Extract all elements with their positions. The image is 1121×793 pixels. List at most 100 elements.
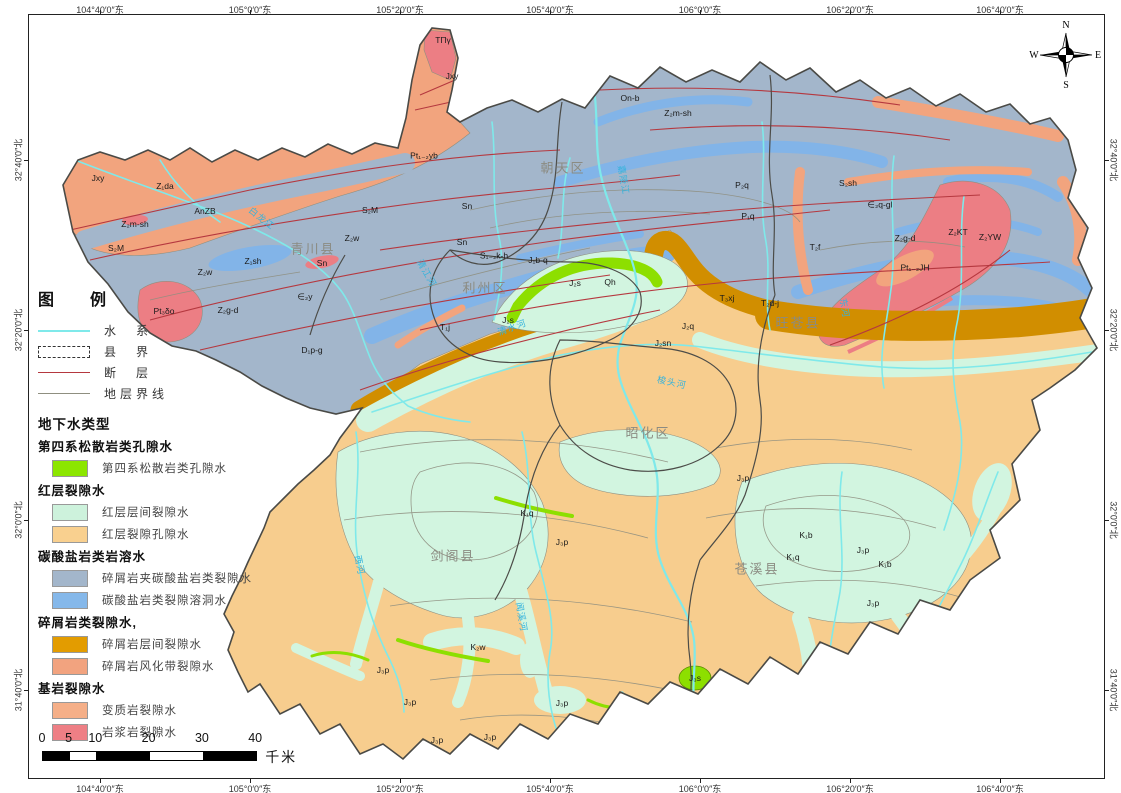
county-boundaries — [309, 74, 776, 731]
lon-label: 104°40′0″东 — [76, 784, 124, 793]
graticule-tick — [700, 779, 701, 783]
geologic-unit-label: J₃p — [866, 598, 880, 608]
legend-item: 第四系松散岩类孔隙水 — [38, 457, 290, 479]
lat-label: 32°0′0″北 — [13, 501, 24, 539]
geologic-unit-label: S₁₋₂k-h — [479, 250, 509, 261]
geologic-unit-label: T₃xj — [719, 293, 735, 303]
compass-n-label: N — [1062, 20, 1069, 31]
geologic-unit-label: Sn — [316, 258, 328, 268]
legend-item: 碎屑岩风化带裂隙水 — [38, 655, 290, 677]
legend-line-item: 县 界 — [38, 341, 290, 362]
legend-line-label: 县 界 — [104, 345, 153, 359]
geologic-unit-label: Pt₃δo — [153, 306, 175, 316]
scale-bar-segments — [42, 751, 258, 761]
graticule-tick — [1105, 160, 1109, 161]
geologic-unit-label: J₃p — [403, 697, 417, 707]
river-lines — [69, 66, 1093, 735]
lat-label: 32°20′0″北 — [13, 308, 24, 352]
scale-bar-number: 0 — [38, 731, 46, 745]
legend: 图 例 水 系县 界断 层地层界线 地下水类型 第四系松散岩类孔隙水 第四系松散岩… — [38, 286, 290, 743]
legend-item-label: 红层层间裂隙水 — [102, 507, 190, 519]
geologic-unit-label: J₂q — [681, 321, 695, 331]
geologic-unit-label: Z₂KT — [948, 227, 968, 237]
graticule-tick — [1000, 10, 1001, 14]
geologic-unit-label: T₁j — [440, 322, 450, 332]
scale-bar-segment — [202, 752, 257, 760]
graticule-tick — [24, 330, 28, 331]
scale-bar-unit: 千米 — [265, 749, 298, 765]
boundary-symbol — [38, 345, 90, 358]
geologic-unit-label: J₃p — [376, 665, 390, 675]
legend-item: 碎屑岩夹碳酸盐岩类裂隙水 — [38, 567, 290, 589]
lon-label: 106°40′0″东 — [976, 784, 1024, 793]
lat-label: 32°0′0″北 — [1108, 501, 1119, 539]
geologic-unit-label: ∈₂y — [297, 291, 313, 302]
graticule-tick — [100, 10, 101, 14]
legend-title: 图 例 — [38, 292, 117, 309]
geologic-unit-label: S₂sh — [839, 178, 857, 188]
scale-bar-number: 20 — [141, 731, 156, 745]
county-name-label: 昭化区 — [625, 425, 671, 441]
geologic-unit-label: K₁q — [786, 552, 800, 562]
graticule-tick — [100, 779, 101, 783]
geologic-unit-label: K₂w — [470, 642, 486, 652]
legend-item: 变质岩裂隙水 — [38, 699, 290, 721]
compass-w-label: W — [1029, 50, 1039, 61]
geologic-unit-label: D₁p-g — [301, 345, 323, 355]
scale-bar-number: 5 — [65, 731, 73, 745]
county-name-label: 剑阁县 — [430, 548, 476, 564]
graticule-tick — [24, 690, 28, 691]
graticule-tick — [850, 10, 851, 14]
graticule-tick — [1000, 779, 1001, 783]
legend-line-label: 水 系 — [104, 324, 153, 338]
geologic-unit-label: J₃p — [430, 735, 444, 745]
legend-color-swatch — [52, 503, 88, 521]
geologic-unit-label: K₁b — [878, 559, 892, 569]
geologic-unit-label: Z₂w — [197, 267, 213, 277]
lon-label: 105°20′0″东 — [376, 784, 424, 793]
legend-item: 岩浆岩裂隙水 — [38, 721, 290, 743]
geologic-unit-label: S₂M — [107, 243, 125, 253]
scale-bar-segment — [43, 752, 70, 760]
lon-label: 105°40′0″东 — [526, 784, 574, 793]
legend-group-heading: 基岩裂隙水 — [38, 682, 106, 696]
legend-color-swatch — [52, 459, 88, 477]
scale-bar-segment — [69, 752, 97, 760]
scale-bar-segment — [149, 752, 203, 760]
scale-bar-segment — [96, 752, 150, 760]
geologic-unit-label: Z₂YW — [978, 232, 1002, 242]
graticule-tick — [24, 160, 28, 161]
geologic-unit-label: Z₁sh — [244, 256, 262, 266]
county-name-label: 利州区 — [462, 280, 508, 296]
geologic-unit-label: J₃p — [555, 537, 569, 547]
lat-label: 31°40′0″北 — [13, 668, 24, 712]
lat-label: 32°20′0″北 — [1108, 308, 1119, 352]
geologic-unit-label: J₃p — [736, 473, 750, 483]
geologic-unit-label: J₃p — [483, 732, 497, 742]
graticule-tick — [1105, 520, 1109, 521]
graticule-tick — [550, 10, 551, 14]
geologic-unit-label: J₃p — [856, 545, 870, 555]
legend-group-heading: 红层裂隙水 — [38, 484, 106, 498]
geologic-unit-label: J₃s — [689, 673, 701, 683]
groundwater-types-title: 地下水类型 — [38, 417, 111, 432]
graticule-tick — [550, 779, 551, 783]
study-area-outline — [62, 27, 1098, 761]
lat-label: 32°40′0″北 — [13, 138, 24, 182]
county-name-label: 青川县 — [290, 241, 336, 257]
legend-color-swatch — [52, 569, 88, 587]
fault-lines — [69, 79, 1051, 391]
geologic-unit-label: Pt₁₋₂yb — [410, 150, 438, 161]
legend-line-label: 地层界线 — [104, 387, 169, 401]
legend-item-label: 碎屑岩层间裂隙水 — [102, 639, 202, 651]
legend-item-label: 红层裂隙孔隙水 — [102, 529, 190, 541]
legend-line-item: 地层界线 — [38, 383, 290, 404]
geologic-unit-label: Jxy — [445, 71, 459, 81]
county-name-label: 朝天区 — [540, 160, 586, 176]
geologic-unit-label: AnZB — [194, 206, 216, 216]
geologic-unit-label: Z₂m-sh — [664, 108, 692, 118]
graticule-tick — [1105, 690, 1109, 691]
legend-line-item: 水 系 — [38, 320, 290, 341]
legend-item-label: 碎屑岩风化带裂隙水 — [102, 661, 215, 673]
legend-group-heading: 碎屑岩类裂隙水, — [38, 616, 137, 630]
